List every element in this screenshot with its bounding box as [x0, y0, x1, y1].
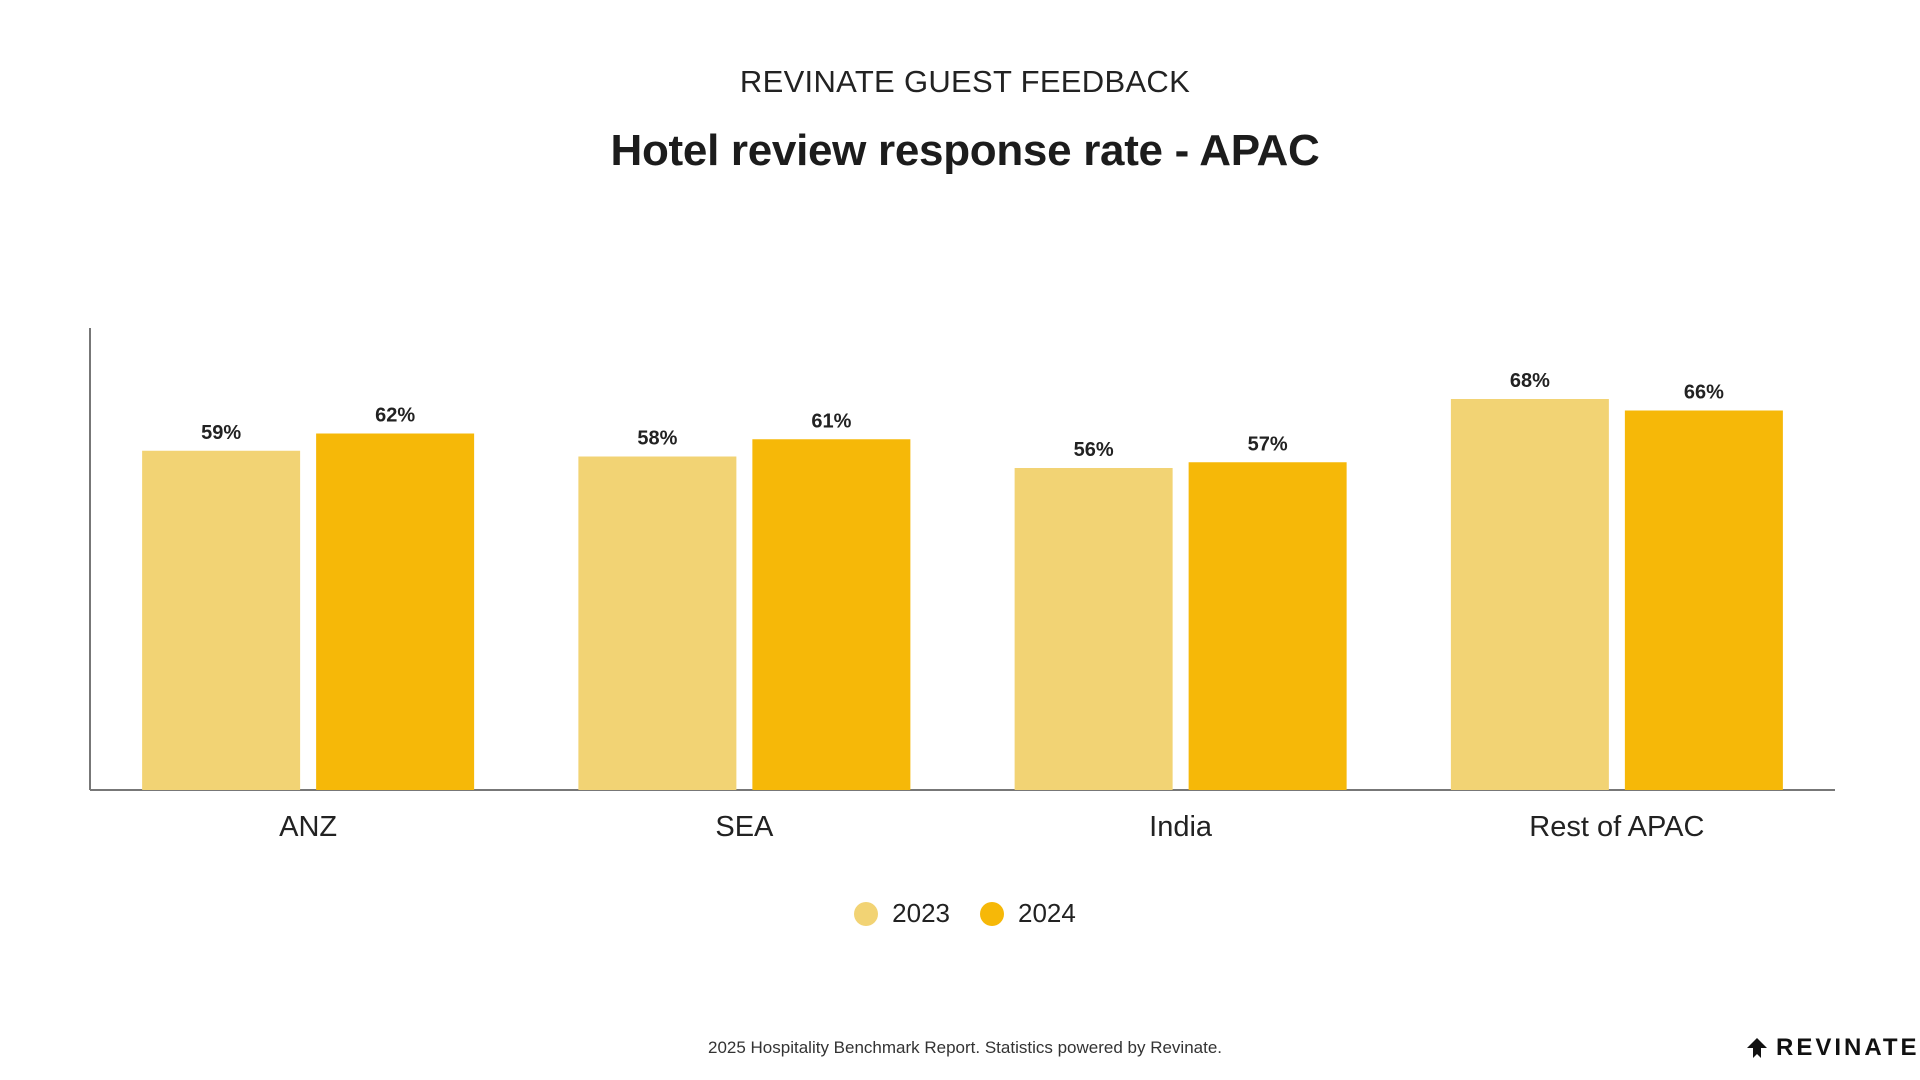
data-label: 68% [1510, 370, 1550, 392]
data-label: 59% [201, 422, 241, 444]
data-label: 61% [811, 410, 851, 432]
brand-name: REVINATE [1776, 1034, 1920, 1061]
data-label: 62% [375, 405, 415, 427]
x-tick-label: SEA [715, 811, 774, 843]
bar-sea-2024 [752, 439, 911, 790]
legend-item-2024: 2024 [980, 898, 1076, 929]
bar-sea-2023 [578, 456, 737, 790]
legend-swatch-2024 [980, 901, 1004, 926]
revinate-logo-icon [1747, 1038, 1767, 1058]
bar-india-2024 [1188, 462, 1347, 790]
data-label: 57% [1248, 433, 1288, 455]
data-label: 66% [1684, 382, 1724, 404]
legend-label-2023: 2023 [892, 898, 950, 928]
brand-logo: REVINATE [1746, 1034, 1920, 1062]
bar-anz-2024 [316, 433, 475, 790]
footer-note: 2025 Hospitality Benchmark Report. Stati… [707, 1038, 1223, 1057]
chart-title: Hotel review response rate - APAC [610, 126, 1320, 175]
bar-anz-2023 [142, 450, 301, 790]
x-tick-label: India [1149, 811, 1213, 843]
legend-item-2023: 2023 [854, 898, 950, 929]
data-label: 56% [1074, 439, 1114, 461]
chart-supertitle: REVINATE GUEST FEEDBACK [739, 64, 1191, 99]
chart-legend: 2023 2024 [0, 898, 1920, 929]
bar-rest-of-apac-2024 [1624, 410, 1783, 790]
x-tick-label: ANZ [279, 811, 337, 843]
legend-label-2024: 2024 [1018, 898, 1076, 928]
legend-swatch-2023 [854, 901, 879, 926]
bar-rest-of-apac-2023 [1450, 399, 1609, 790]
bar-india-2023 [1014, 468, 1173, 790]
x-tick-label: Rest of APAC [1529, 811, 1704, 843]
data-label: 58% [637, 428, 677, 450]
bar-chart: 59% 62% ANZ 58% 61% SEA 56% 57% India 68% 66% Rest … [89, 328, 1835, 843]
